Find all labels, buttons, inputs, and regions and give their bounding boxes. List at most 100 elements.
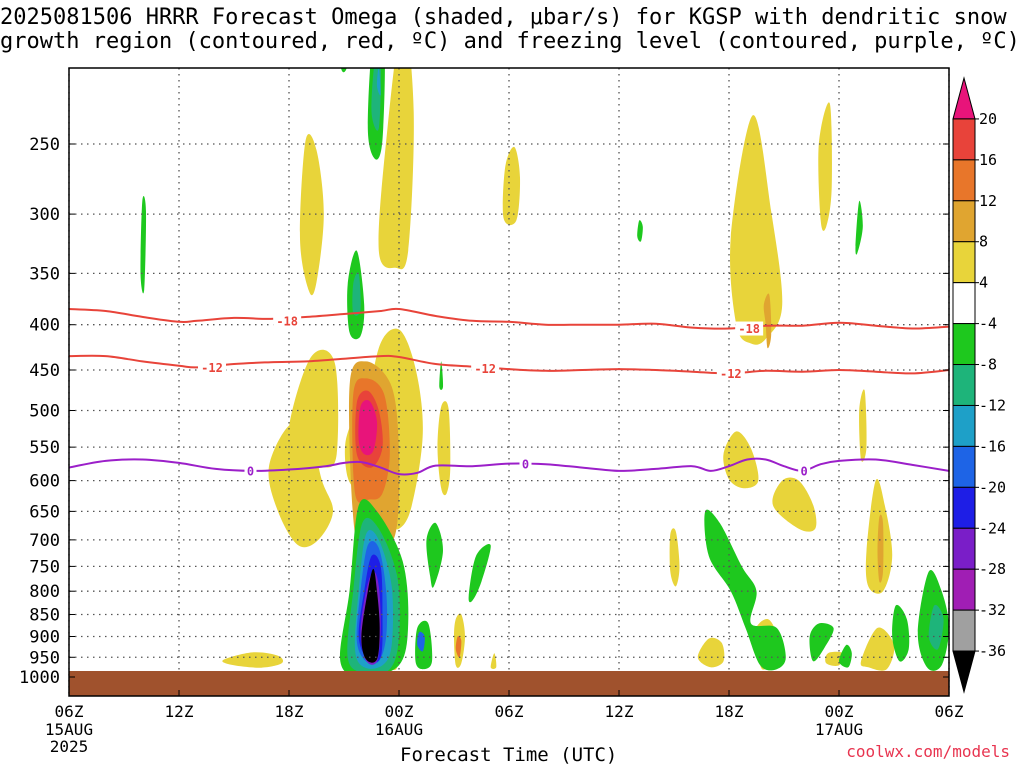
colorbar-swatch-0 bbox=[952, 76, 976, 120]
y-tick-label-800: 800 bbox=[29, 582, 60, 602]
colorbar-swatch-13 bbox=[952, 609, 976, 652]
y-tick-label-750: 750 bbox=[29, 557, 60, 577]
x-tick-label-30: 12Z bbox=[605, 702, 634, 721]
colorbar-label-11: -28 bbox=[979, 560, 1006, 578]
omega-region-4-3 bbox=[730, 115, 783, 345]
contour-label-0-1: -18 bbox=[738, 322, 760, 336]
x-tick-label-18: 00Z bbox=[385, 702, 414, 721]
omega-region--4-33 bbox=[140, 195, 147, 294]
omega-region-4-1 bbox=[378, 68, 414, 270]
y-tick-label-700: 700 bbox=[29, 531, 60, 551]
y-tick-label-450: 450 bbox=[29, 361, 60, 381]
contour-layer bbox=[69, 307, 949, 476]
colorbar-label-6: -8 bbox=[979, 356, 997, 374]
contour-label-2-0: 0 bbox=[247, 464, 254, 478]
omega-region--16-54 bbox=[417, 631, 425, 652]
omega-region-4-4 bbox=[818, 102, 832, 231]
omega-region-4-15 bbox=[697, 637, 725, 668]
contour-label-bg-0-1 bbox=[735, 321, 764, 336]
contour-line-0-2 bbox=[69, 457, 949, 476]
omega-region--4-36 bbox=[855, 200, 863, 255]
x-tick-label-36: 18Z bbox=[715, 702, 744, 721]
colorbar-swatch-1 bbox=[952, 118, 976, 161]
x-tick-date-0: 15AUG bbox=[45, 720, 93, 739]
colorbar-swatch-8 bbox=[952, 404, 976, 447]
omega-region--4-45 bbox=[892, 604, 910, 662]
y-tick-label-400: 400 bbox=[29, 316, 60, 336]
omega-region-8-25 bbox=[877, 514, 884, 583]
omega-region-4-18 bbox=[859, 389, 867, 462]
y-tick-label-650: 650 bbox=[29, 502, 60, 522]
y-tick-label-500: 500 bbox=[29, 402, 60, 422]
contour-label-bg-1-1 bbox=[471, 361, 500, 376]
omega-region--4-31 bbox=[341, 68, 347, 73]
y-tick-label-900: 900 bbox=[29, 627, 60, 647]
colorbar-swatch-4 bbox=[952, 241, 976, 284]
colorbar-label-9: -20 bbox=[979, 478, 1006, 496]
colorbar-swatch-5 bbox=[952, 282, 976, 325]
chart-title-line-2: growth region (contoured, red, ºC) and f… bbox=[0, 29, 1020, 54]
omega-region-4-0 bbox=[299, 133, 324, 296]
contour-label-bg-1-2 bbox=[716, 366, 745, 381]
omega-region-4-2 bbox=[502, 146, 521, 226]
x-tick-year-0: 2025 bbox=[50, 737, 89, 756]
omega-region--8-50 bbox=[928, 604, 944, 650]
omega-region-12-28 bbox=[455, 636, 462, 658]
contour-label-bg-2-2 bbox=[798, 463, 811, 478]
watermark-link[interactable]: coolwx.com/models bbox=[846, 742, 1010, 761]
colorbar-label-0: 20 bbox=[979, 110, 997, 128]
x-tick-label-0: 06Z bbox=[55, 702, 84, 721]
colorbar-swatch-11 bbox=[952, 527, 976, 570]
colorbar-label-13: -36 bbox=[979, 642, 1006, 660]
omega-region-4-9 bbox=[437, 401, 451, 496]
contour-label-2-2: 0 bbox=[801, 464, 808, 478]
omega-shading-layer bbox=[140, 68, 949, 678]
omega-region-4-10 bbox=[669, 528, 680, 587]
omega-region-4-12 bbox=[772, 477, 817, 532]
colorbar-label-10: -24 bbox=[979, 519, 1006, 537]
omega-region-20-30 bbox=[358, 399, 378, 456]
contour-label-1-1: -12 bbox=[474, 362, 496, 376]
y-tick-label-1000: 1000 bbox=[19, 668, 60, 688]
colorbar-label-8: -16 bbox=[979, 437, 1006, 455]
contour-label-bg-1-0 bbox=[198, 360, 226, 375]
contour-label-bg-2-0 bbox=[244, 463, 257, 478]
contour-label-bg-0-0 bbox=[273, 313, 302, 328]
colorbar-swatch-14 bbox=[952, 650, 976, 694]
omega-region--36-57 bbox=[361, 568, 380, 663]
omega-region--8-48 bbox=[352, 272, 361, 316]
contour-label-2-1: 0 bbox=[522, 458, 529, 472]
colorbar-label-1: 16 bbox=[979, 151, 997, 169]
omega-region-8-24 bbox=[763, 293, 772, 349]
colorbar-swatch-3 bbox=[952, 200, 976, 243]
chart-title-line-1: 2025081506 HRRR Forecast Omega (shaded, … bbox=[0, 5, 1007, 30]
omega-region--4-35 bbox=[637, 220, 643, 242]
y-axis: 2503003504004505005506006507007508008509… bbox=[19, 135, 949, 688]
omega-region--4-44 bbox=[838, 644, 852, 668]
colorbar-label-7: -12 bbox=[979, 396, 1006, 414]
x-tick-label-24: 06Z bbox=[495, 702, 524, 721]
y-tick-label-600: 600 bbox=[29, 472, 60, 492]
contour-label-1-0: -12 bbox=[201, 361, 223, 375]
contour-labels: -18 -18 -12 -12 -12 0 0 0 bbox=[198, 313, 811, 478]
colorbar-label-4: 4 bbox=[979, 274, 988, 292]
x-tick-label-48: 06Z bbox=[935, 702, 964, 721]
omega-region-4-7 bbox=[268, 422, 334, 548]
y-tick-label-950: 950 bbox=[29, 648, 60, 668]
contour-label-1-2: -12 bbox=[720, 367, 742, 381]
x-tick-label-42: 00Z bbox=[825, 702, 854, 721]
x-tick-label-6: 12Z bbox=[165, 702, 194, 721]
colorbar-swatch-6 bbox=[952, 323, 976, 366]
x-tick-date-42: 17AUG bbox=[815, 720, 863, 739]
y-tick-label-850: 850 bbox=[29, 606, 60, 626]
colorbar: 20 16 12 8 4 -4 -8 -12 -16 -20 -24 -28 -32 -36 bbox=[952, 76, 1006, 694]
contour-label-bg-2-1 bbox=[519, 457, 532, 472]
omega-region--4-37 bbox=[439, 361, 444, 390]
omega-region--4-40 bbox=[468, 543, 491, 603]
y-tick-label-350: 350 bbox=[29, 264, 60, 284]
colorbar-swatch-12 bbox=[952, 568, 976, 611]
colorbar-label-3: 8 bbox=[979, 233, 988, 251]
x-tick-date-18: 16AUG bbox=[375, 720, 423, 739]
